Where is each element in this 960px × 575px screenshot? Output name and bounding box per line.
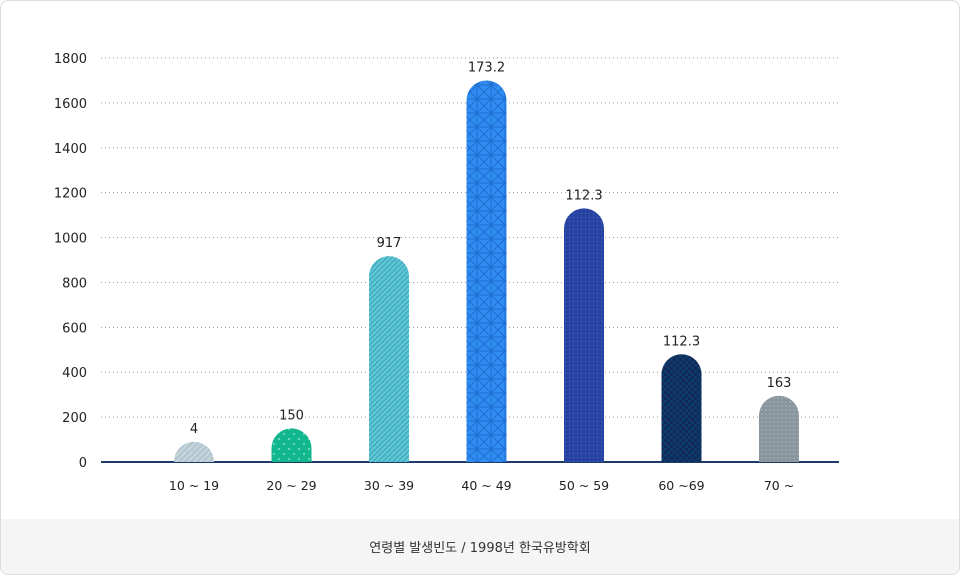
- source-footer: 연령별 발생빈도 / 1998년 한국유방학회: [1, 519, 959, 574]
- y-tick-label: 400: [62, 366, 87, 381]
- x-category-label: 30 ~ 39: [364, 478, 414, 493]
- x-category-label: 40 ~ 49: [461, 478, 511, 493]
- value-label: 4: [190, 422, 198, 437]
- value-label: 163: [767, 376, 792, 391]
- x-category-label: 50 ~ 59: [559, 478, 609, 493]
- bar: [661, 354, 702, 462]
- bar-chart: 0 200 400 600 800 1000 1200 1400 1600 1800 4 10 ~ 1…: [54, 52, 839, 493]
- y-tick-label: 600: [62, 321, 87, 336]
- value-label: 173.2: [468, 60, 505, 75]
- y-tick-label: 800: [62, 276, 87, 291]
- x-category-label: 70 ~: [764, 478, 794, 493]
- value-label: 150: [279, 408, 304, 423]
- x-category-label: 20 ~ 29: [266, 478, 316, 493]
- y-tick-label: 1000: [54, 232, 87, 247]
- value-label: 917: [377, 236, 402, 251]
- x-category-label: 10 ~ 19: [169, 478, 219, 493]
- y-tick-label: 1800: [54, 52, 87, 67]
- bar: [369, 256, 409, 462]
- source-caption: 연령별 발생빈도 / 1998년 한국유방학회: [369, 541, 591, 556]
- y-tick-label: 1200: [54, 187, 87, 202]
- bar: [174, 441, 214, 462]
- value-label: 112.3: [565, 188, 602, 203]
- bar: [466, 80, 507, 462]
- bar: [564, 208, 604, 462]
- x-category-label: 60 ~69: [658, 478, 704, 493]
- y-tick-label: 1600: [54, 97, 87, 112]
- y-tick-label: 1400: [54, 142, 87, 157]
- bar: [271, 428, 312, 462]
- y-tick-label: 200: [62, 411, 87, 426]
- value-label: 112.3: [663, 334, 700, 349]
- bar: [759, 395, 799, 462]
- y-tick-label: 0: [79, 456, 87, 471]
